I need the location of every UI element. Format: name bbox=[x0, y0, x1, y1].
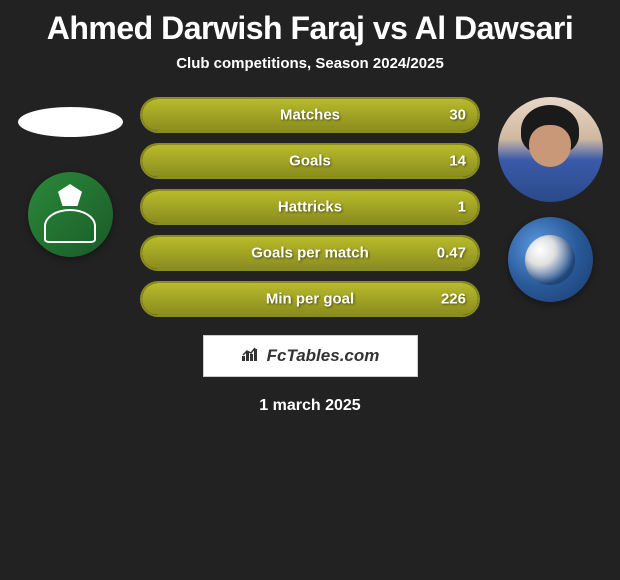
club-right-badge bbox=[508, 217, 593, 302]
player-left-avatar bbox=[18, 107, 123, 137]
bar-value-right: 30 bbox=[449, 107, 466, 124]
stat-bar-mpg: Min per goal 226 bbox=[140, 281, 480, 317]
bar-value-right: 0.47 bbox=[437, 245, 466, 262]
club-left-badge bbox=[28, 172, 113, 257]
stat-bar-goals: Goals 14 bbox=[140, 143, 480, 179]
bar-label: Goals bbox=[289, 153, 331, 170]
footer-date: 1 march 2025 bbox=[0, 397, 620, 415]
infographic-container: Ahmed Darwish Faraj vs Al Dawsari Club c… bbox=[0, 0, 620, 415]
right-column bbox=[490, 97, 610, 302]
stat-bar-hattricks: Hattricks 1 bbox=[140, 189, 480, 225]
bar-value-right: 1 bbox=[458, 199, 466, 216]
bar-label: Min per goal bbox=[266, 291, 354, 308]
page-subtitle: Club competitions, Season 2024/2025 bbox=[0, 55, 620, 72]
footer-logo-text: FcTables.com bbox=[267, 346, 380, 366]
stat-bars: Matches 30 Goals 14 Hattricks 1 Goals pe… bbox=[140, 97, 480, 317]
bar-value-right: 14 bbox=[449, 153, 466, 170]
page-title: Ahmed Darwish Faraj vs Al Dawsari bbox=[0, 10, 620, 47]
comparison-main: Matches 30 Goals 14 Hattricks 1 Goals pe… bbox=[0, 97, 620, 317]
bar-value-right: 226 bbox=[441, 291, 466, 308]
bar-label: Hattricks bbox=[278, 199, 342, 216]
left-column bbox=[10, 97, 130, 257]
chart-icon bbox=[241, 346, 261, 367]
bar-label: Goals per match bbox=[251, 245, 369, 262]
stat-bar-matches: Matches 30 bbox=[140, 97, 480, 133]
footer-logo: FcTables.com bbox=[203, 335, 418, 377]
player-right-avatar bbox=[498, 97, 603, 202]
stat-bar-gpm: Goals per match 0.47 bbox=[140, 235, 480, 271]
bar-label: Matches bbox=[280, 107, 340, 124]
